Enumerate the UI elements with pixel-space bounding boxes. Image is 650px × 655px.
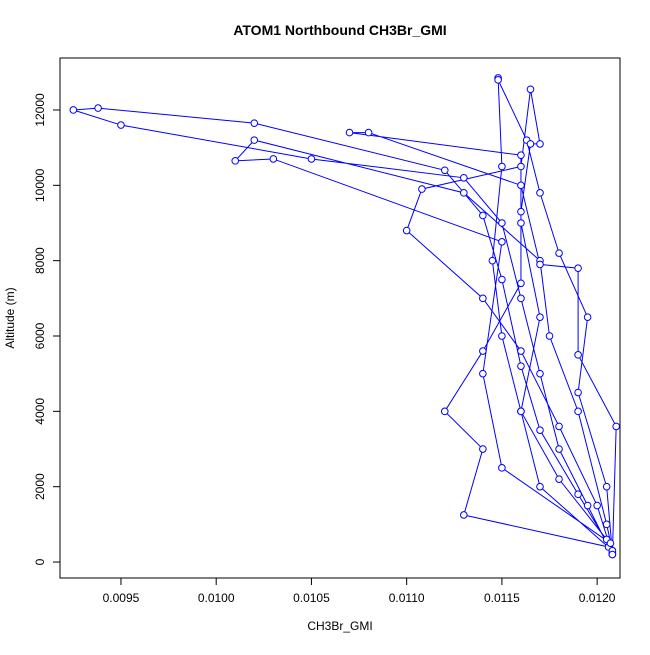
data-point [593, 501, 601, 510]
y-tick-label: 8000 [33, 247, 47, 274]
data-point [117, 121, 125, 129]
data-line [73, 77, 617, 555]
y-tick-label: 12000 [33, 93, 47, 127]
data-point [460, 511, 468, 519]
data-point [494, 76, 502, 84]
data-point [479, 211, 487, 220]
data-point [231, 157, 240, 165]
data-point [479, 294, 487, 303]
x-tick-label: 0.0115 [484, 591, 520, 605]
data-point [498, 162, 506, 171]
data-point [536, 140, 544, 148]
data-point [517, 347, 525, 355]
data-point [555, 249, 563, 257]
data-point [555, 445, 563, 453]
data-point [460, 189, 468, 197]
x-tick-label: 0.0105 [293, 591, 330, 605]
data-point [574, 407, 582, 416]
data-point [345, 128, 354, 137]
data-point [536, 426, 544, 434]
data-point [574, 264, 582, 272]
data-point [536, 313, 544, 321]
y-tick-label: 2000 [33, 473, 47, 500]
data-point [517, 294, 525, 303]
data-point [402, 226, 411, 235]
x-tick-label: 0.0120 [579, 591, 616, 605]
data-point [269, 155, 278, 163]
y-tick-label: 10000 [33, 168, 47, 202]
data-point [574, 490, 582, 499]
data-point [418, 185, 426, 193]
x-axis-label: CH3Br_GMI [307, 619, 372, 633]
data-point [536, 260, 544, 269]
data-point [612, 422, 620, 431]
y-axis-label: Altitude (m) [3, 287, 17, 348]
y-tick-label: 0 [33, 558, 47, 565]
x-tick-label: 0.0100 [198, 591, 235, 605]
x-tick-label: 0.0095 [103, 591, 140, 605]
data-point [498, 332, 506, 340]
data-point [526, 85, 535, 94]
data-point [517, 362, 525, 370]
data-point [488, 256, 497, 265]
y-tick-label: 4000 [33, 398, 47, 425]
data-point [574, 388, 582, 397]
x-tick-label: 0.0110 [389, 591, 425, 605]
data-point [545, 332, 554, 340]
data-point [94, 104, 102, 112]
data-point [479, 445, 487, 453]
data-point [307, 155, 316, 163]
data-point [608, 550, 617, 559]
data-point [574, 351, 582, 359]
data-point [583, 501, 592, 510]
data-point [498, 464, 506, 472]
data-point [517, 279, 525, 288]
data-point [526, 140, 535, 148]
y-tick-label: 6000 [33, 322, 47, 349]
data-point [69, 106, 78, 114]
data-point [555, 475, 563, 483]
data-point [498, 219, 506, 227]
data-point [498, 238, 506, 246]
data-point [517, 151, 525, 159]
data-point [517, 207, 525, 216]
data-point [517, 407, 525, 416]
data-point [517, 181, 525, 190]
chart-title: ATOM1 Northbound CH3Br_GMI [233, 22, 446, 38]
plot-frame [59, 57, 621, 579]
data-point [440, 166, 449, 175]
data-point [602, 520, 611, 529]
data-point [583, 313, 592, 321]
data-point [555, 422, 563, 431]
data-point [364, 128, 373, 137]
data-point [498, 275, 506, 284]
data-point [536, 482, 544, 491]
data-point [517, 219, 525, 227]
data-point [517, 162, 525, 171]
data-point [479, 347, 487, 355]
data-point [606, 539, 615, 547]
data-point [250, 119, 259, 127]
data-point [440, 407, 449, 416]
data-point [536, 189, 544, 197]
data-point [250, 136, 259, 144]
data-point [460, 173, 468, 182]
data-point [536, 369, 544, 378]
data-point [602, 482, 611, 491]
data-point [479, 369, 487, 378]
